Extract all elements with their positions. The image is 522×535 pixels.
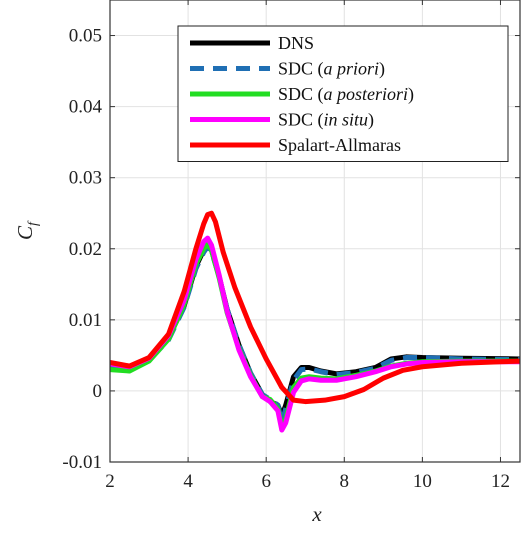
x-tick-label: 6 — [261, 471, 271, 492]
axis-ticks — [109, 0, 520, 463]
legend-label: SDC (a posteriori) — [278, 84, 414, 105]
legend-label: SDC (a priori) — [278, 59, 385, 80]
legend-label: SDC (in situ) — [278, 110, 374, 131]
tick-labels: 2 4 6 8 10 12 -0.01 0 0.01 0.02 0.03 0.04 0.05 — [62, 26, 510, 492]
y-tick-label: 0.05 — [69, 26, 102, 47]
series-line-spalart-allmaras — [110, 210, 520, 405]
svg-text:Cf: Cf — [13, 220, 41, 240]
y-tick-label: 0 — [93, 381, 103, 402]
y-tick-label: 0.03 — [69, 168, 102, 189]
legend-label: Spalart-Allmaras — [278, 135, 401, 155]
y-tick-label: 0.01 — [69, 310, 102, 331]
series-layer — [110, 210, 520, 433]
x-axis-label: x — [311, 502, 322, 526]
y-axis-label: Cf — [13, 220, 41, 240]
x-tick-label: 10 — [413, 471, 432, 492]
x-tick-label: 12 — [491, 471, 510, 492]
y-tick-label: 0.04 — [69, 97, 103, 118]
series-line-sdc-in-situ — [110, 235, 520, 433]
y-tick-label: -0.01 — [62, 452, 102, 473]
legend-label: DNS — [278, 33, 314, 53]
y-tick-label: 0.02 — [69, 239, 102, 260]
legend: DNS SDC (a priori) SDC (a posteriori) SDC (… — [177, 25, 509, 162]
x-tick-label: 4 — [183, 471, 193, 492]
x-tick-label: 8 — [340, 471, 350, 492]
plot-frame — [109, 0, 521, 463]
x-tick-label: 2 — [105, 471, 115, 492]
